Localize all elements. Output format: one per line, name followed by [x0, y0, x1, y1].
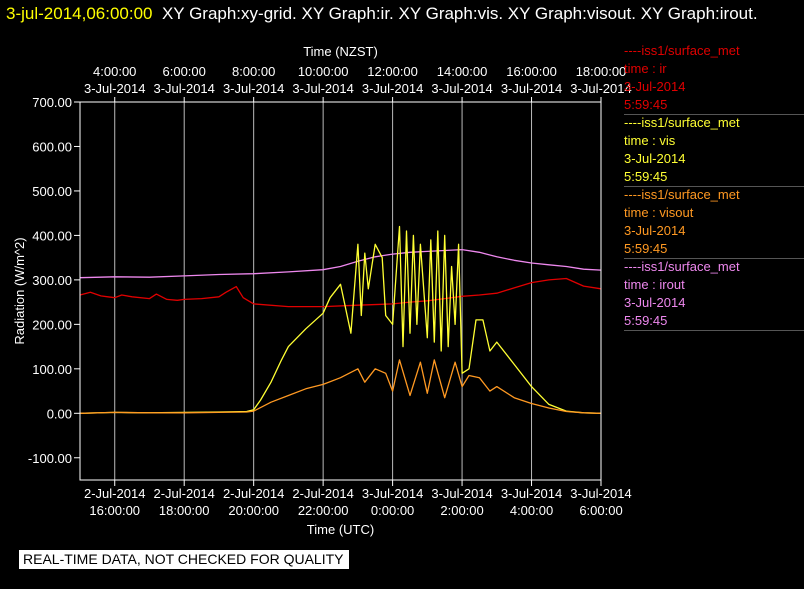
y-tick-label: 300.00 [32, 273, 72, 288]
x-tick-date: 2-Jul-2014 [84, 486, 145, 501]
y-tick-label: 500.00 [32, 184, 72, 199]
y-tick-label: -100.00 [28, 451, 72, 466]
x-tick-time: 20:00:00 [228, 503, 279, 518]
y-tick-label: 200.00 [32, 317, 72, 332]
graph-timestamp: 3-jul-2014,06:00:00 [6, 4, 153, 23]
x2-tick-time: 18:00:00 [576, 64, 627, 79]
x-tick-time: 4:00:00 [510, 503, 553, 518]
legend-time: 5:59:45 [624, 240, 804, 259]
x-tick-time: 2:00:00 [440, 503, 483, 518]
legend-var: time : vis [624, 133, 676, 148]
legend-source: ----iss1/surface_met [624, 187, 740, 202]
x-tick-date: 2-Jul-2014 [292, 486, 353, 501]
y-axis-title: Radiation (W/m^2) [12, 237, 27, 344]
chart-grid [114, 102, 602, 480]
legend-time: 5:59:45 [624, 312, 804, 331]
legend-date: 3-Jul-2014 [624, 151, 686, 166]
x2-tick-time: 14:00:00 [437, 64, 488, 79]
x-tick-time: 6:00:00 [579, 503, 622, 518]
quality-notice: REAL-TIME DATA, NOT CHECKED FOR QUALITY [19, 550, 350, 569]
x-tick-date: 2-Jul-2014 [153, 486, 214, 501]
series-line-visout [79, 359, 602, 414]
x2-tick-date: 3-Jul-2014 [431, 81, 492, 96]
x2-tick-time: 10:00:00 [298, 64, 349, 79]
legend-var: time : irout [624, 277, 685, 292]
legend-time: 5:59:45 [624, 168, 804, 187]
x2-tick-time: 8:00:00 [232, 64, 275, 79]
legend-source: ----iss1/surface_met [624, 43, 740, 58]
x-tick-time: 0:00:00 [371, 503, 414, 518]
legend-var: time : visout [624, 205, 694, 220]
graph-list: XY Graph:xy-grid. XY Graph:ir. XY Graph:… [161, 4, 758, 23]
legend-time: 5:59:45 [624, 96, 804, 115]
x2-tick-date: 3-Jul-2014 [153, 81, 214, 96]
x2-axis-title: Time (NZST) [303, 44, 378, 59]
plot-frame [79, 101, 602, 481]
x2-tick-date: 3-Jul-2014 [223, 81, 284, 96]
series-layer [79, 225, 602, 414]
x-tick-time: 22:00:00 [298, 503, 349, 518]
chart-labels: -100.00 0.00 100.00 200.00 300.00 400.00 500.0… [12, 44, 632, 537]
y-tick-label: 100.00 [32, 362, 72, 377]
graph-title-bar: 3-jul-2014,06:00:00 XY Graph:xy-grid. XY… [6, 2, 796, 26]
x-tick-date: 3-Jul-2014 [362, 486, 423, 501]
x2-tick-time: 6:00:00 [163, 64, 206, 79]
legend-date: 3-Jul-2014 [624, 223, 686, 238]
y-tick-label: 600.00 [32, 139, 72, 154]
x2-tick-date: 3-Jul-2014 [84, 81, 145, 96]
legend-var: time : ir [624, 61, 667, 76]
x-tick-time: 18:00:00 [159, 503, 210, 518]
x2-tick-time: 4:00:00 [93, 64, 136, 79]
x2-tick-date: 3-Jul-2014 [501, 81, 562, 96]
y-tick-label: 400.00 [32, 228, 72, 243]
y-tick-label: 700.00 [32, 95, 72, 110]
x-tick-time: 16:00:00 [89, 503, 140, 518]
x2-tick-date: 3-Jul-2014 [292, 81, 353, 96]
x2-tick-time: 16:00:00 [506, 64, 557, 79]
x-tick-date: 3-Jul-2014 [431, 486, 492, 501]
chart-axes [74, 97, 602, 486]
series-line-ir [79, 277, 602, 308]
x-tick-date: 2-Jul-2014 [223, 486, 284, 501]
series-line-vis [79, 225, 602, 414]
x2-tick-time: 12:00:00 [367, 64, 418, 79]
legend-source: ----iss1/surface_met [624, 259, 740, 274]
x2-tick-date: 3-Jul-2014 [570, 81, 631, 96]
legend-date: 3-Jul-2014 [624, 295, 686, 310]
legend-source: ----iss1/surface_met [624, 115, 740, 130]
x-axis-title: Time (UTC) [307, 522, 374, 537]
series-line-irout [79, 248, 602, 279]
x-tick-date: 3-Jul-2014 [501, 486, 562, 501]
x2-tick-date: 3-Jul-2014 [362, 81, 423, 96]
x-tick-date: 3-Jul-2014 [570, 486, 631, 501]
legend-date: 3-Jul-2014 [624, 79, 686, 94]
y-tick-label: 0.00 [47, 406, 72, 421]
